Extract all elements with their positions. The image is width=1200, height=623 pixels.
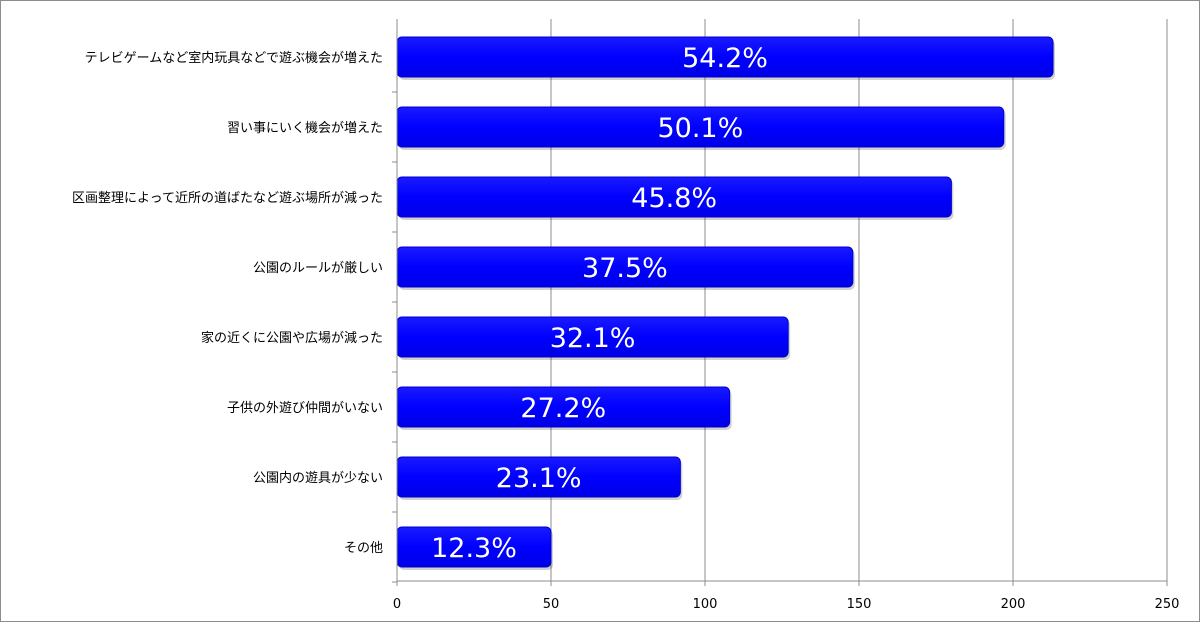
- x-tick-label: 250: [1155, 597, 1180, 612]
- category-label: 家の近くに公園や広場が減った: [201, 330, 383, 346]
- data-label: 54.2%: [682, 43, 768, 74]
- data-label: 27.2%: [520, 393, 606, 424]
- bars: [396, 36, 1056, 570]
- x-tick-label: 0: [393, 597, 401, 612]
- data-label: 45.8%: [631, 183, 717, 214]
- category-label: その他: [344, 541, 383, 556]
- category-label: 区画整理によって近所の道ばたなど遊ぶ場所が減った: [72, 190, 383, 206]
- category-label: テレビゲームなど室内玩具などで遊ぶ機会が増えた: [85, 50, 383, 66]
- data-label: 12.3%: [431, 533, 517, 564]
- category-label: 習い事にいく機会が増えた: [227, 121, 383, 136]
- axes: [392, 19, 1168, 586]
- x-tick-label: 100: [693, 597, 718, 612]
- data-label: 32.1%: [550, 323, 636, 354]
- x-tick-label: 50: [543, 597, 560, 612]
- category-label: 公園内の遊具が少ない: [253, 470, 383, 486]
- category-label: 公園のルールが厳しい: [253, 261, 383, 276]
- data-label: 50.1%: [657, 113, 743, 144]
- category-label: 子供の外遊び仲間がいない: [227, 401, 383, 416]
- data-label: 37.5%: [582, 253, 668, 284]
- x-tick-label: 150: [847, 597, 872, 612]
- labels: 0 50 100 150 200 250 テレビゲームなど室内玩具などで遊ぶ機会が増えた 54…: [72, 43, 1179, 612]
- x-tick-label: 200: [1001, 597, 1026, 612]
- data-label: 23.1%: [496, 463, 582, 494]
